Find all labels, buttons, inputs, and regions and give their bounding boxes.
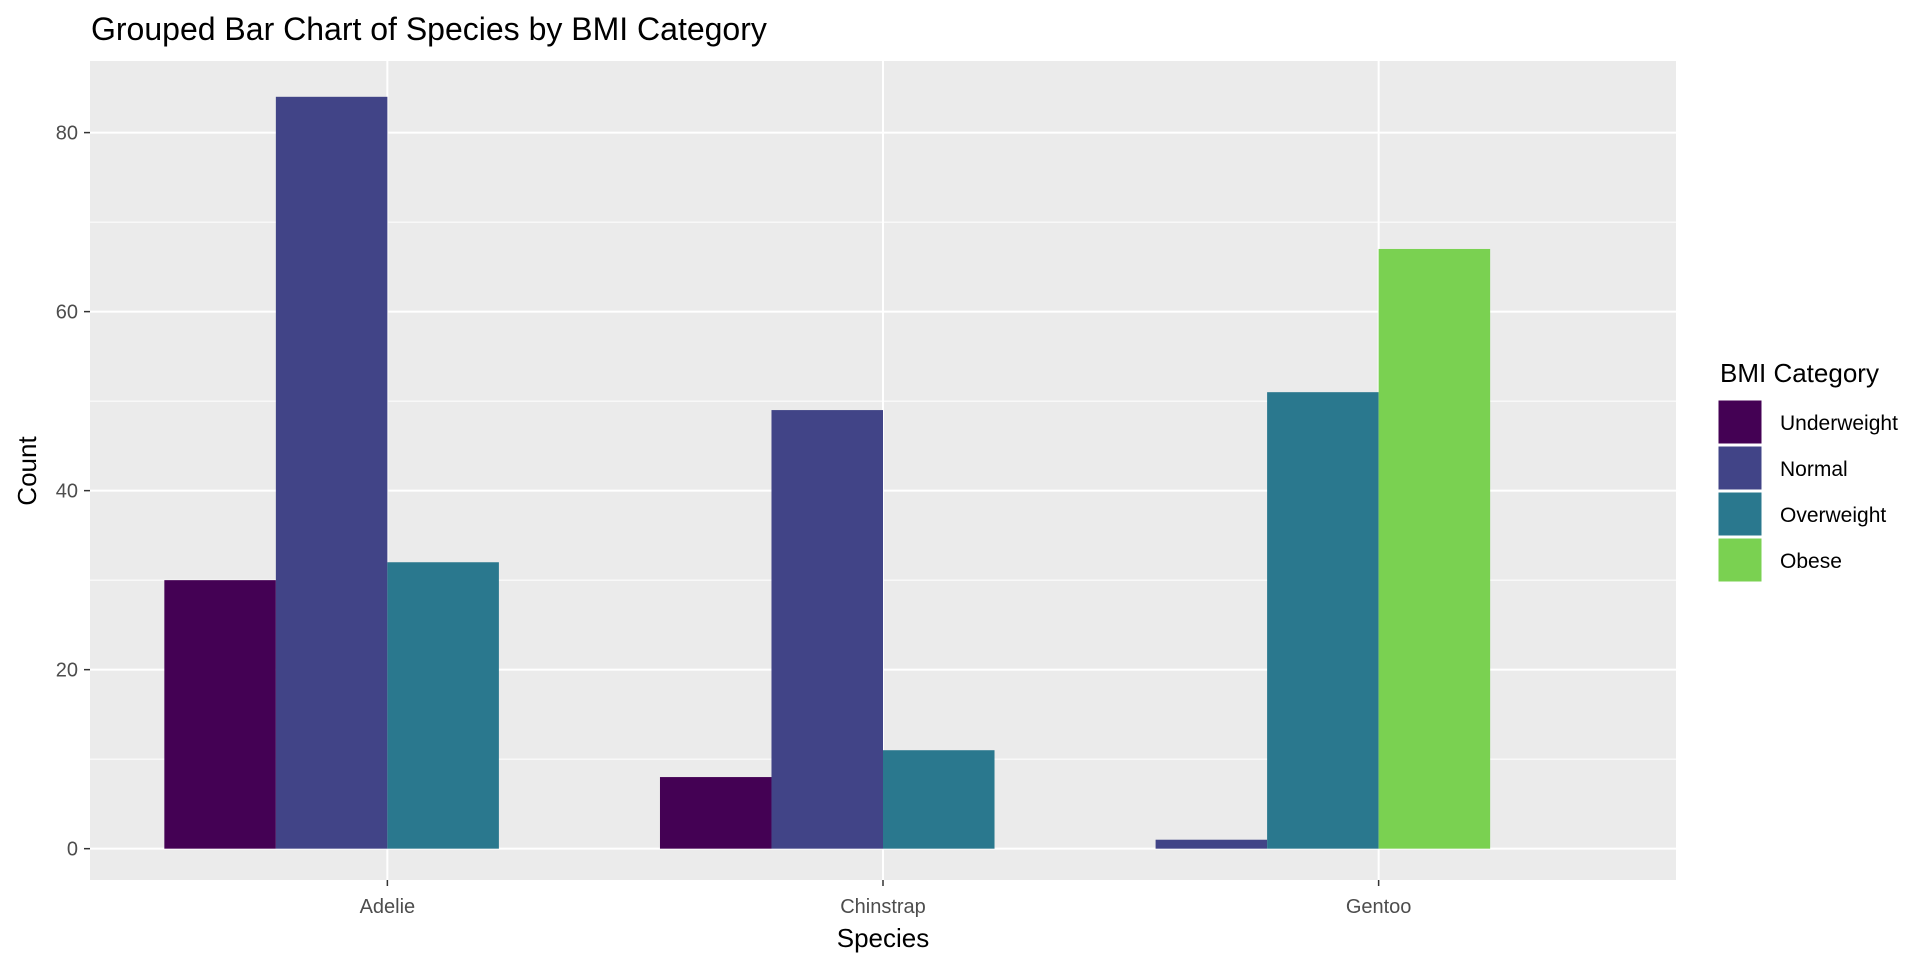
bar-gentoo-overweight — [1267, 392, 1379, 849]
y-tick-label: 40 — [56, 481, 78, 503]
x-tick-label: Gentoo — [1346, 896, 1412, 918]
bars-layer — [164, 96, 1491, 849]
x-axis: Adelie Chinstrap Gentoo — [360, 880, 1412, 918]
bar-gentoo-obese — [1378, 248, 1491, 849]
bar-chinstrap-overweight — [883, 750, 995, 849]
y-tick-label: 20 — [56, 660, 78, 682]
y-axis-title: Count — [12, 436, 42, 506]
legend-key-overweight — [1717, 491, 1763, 537]
bar-adelie-overweight — [387, 562, 499, 849]
legend-label-normal: Normal — [1780, 458, 1848, 481]
y-tick-label: 60 — [56, 302, 78, 324]
bar-chinstrap-underweight — [659, 777, 772, 849]
legend-key-obese — [1717, 537, 1763, 583]
bar-adelie-normal — [275, 96, 388, 849]
y-tick-label: 80 — [56, 123, 78, 145]
x-tick-label: Adelie — [360, 896, 416, 918]
bar-adelie-underweight — [164, 580, 276, 849]
bar-chinstrap-normal — [771, 410, 883, 849]
legend-key-normal — [1717, 445, 1763, 491]
legend-label-obese: Obese — [1780, 550, 1842, 573]
legend: BMI Category Underweight Normal Overweight… — [1717, 358, 1898, 583]
bar-gentoo-normal — [1155, 839, 1268, 849]
y-tick-label: 0 — [67, 839, 78, 861]
legend-items: Underweight Normal Overweight Obese — [1717, 399, 1898, 583]
legend-label-underweight: Underweight — [1780, 412, 1898, 435]
chart-title: Grouped Bar Chart of Species by BMI Cate… — [91, 11, 767, 47]
x-tick-label: Chinstrap — [840, 896, 926, 918]
y-axis: 0 20 40 60 80 — [56, 123, 90, 861]
x-axis-title: Species — [837, 923, 930, 953]
legend-key-underweight — [1717, 399, 1763, 445]
legend-label-overweight: Overweight — [1780, 504, 1886, 527]
legend-title: BMI Category — [1720, 358, 1879, 388]
